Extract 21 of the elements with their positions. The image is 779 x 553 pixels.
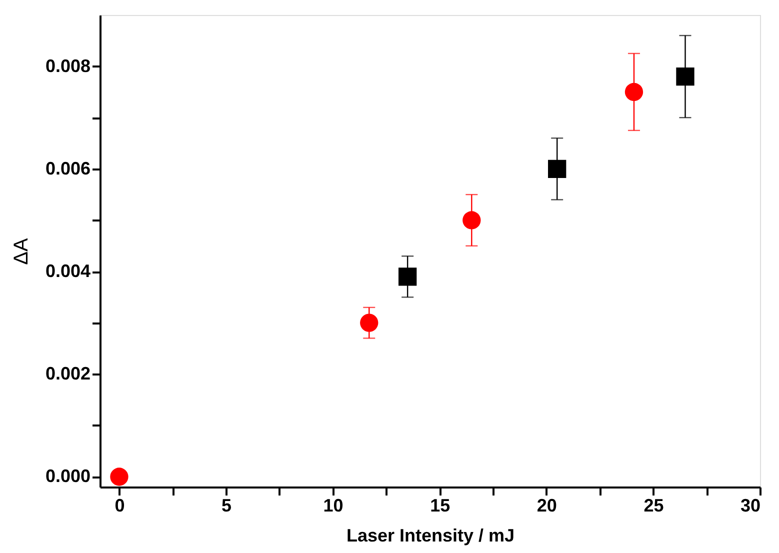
x-tick-label: 20 [536,496,557,516]
point [398,268,417,286]
point [462,211,481,230]
x-tick-label: 0 [114,496,125,516]
x-tick-label: 15 [430,496,450,516]
x-tick-label: 5 [222,496,232,516]
point [548,160,566,178]
x-tick-label: 25 [644,496,664,516]
y-tick-label: 0.006 [45,158,90,178]
x-tick-label: 30 [740,496,760,516]
y-tick-label: 0.000 [45,466,90,486]
point [110,468,128,486]
y-tick-label: 0.002 [45,364,90,384]
y-tick-label: 0.004 [45,261,90,282]
y-tick-label: 0.008 [45,56,90,76]
point [624,82,644,102]
point [360,314,378,332]
point [676,67,694,86]
x-tick-label: 10 [323,496,344,516]
x-axis-title: Laser Intensity / mJ [346,526,515,546]
y-axis-title: ΔA [10,237,32,265]
